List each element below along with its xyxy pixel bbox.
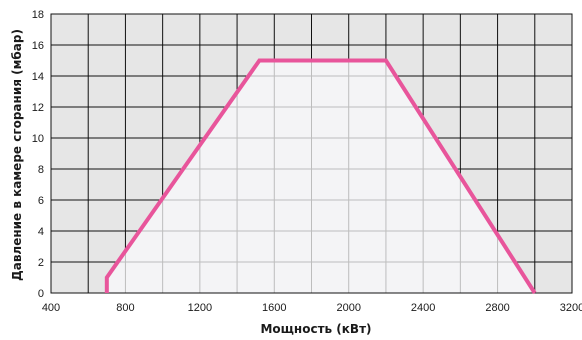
y-tick-label: 10: [32, 133, 44, 145]
y-tick-label: 18: [32, 9, 44, 21]
y-tick-labels: 0 2 4 6 8 10 12 14 16 18: [32, 9, 44, 300]
y-tick-label: 14: [32, 71, 44, 83]
y-tick-label: 6: [38, 195, 44, 207]
x-tick-labels: 400 800 1200 1600 2000 2400 2800 3200: [42, 302, 582, 314]
y-tick-label: 4: [38, 226, 44, 238]
y-tick-label: 0: [38, 288, 44, 300]
x-tick-label: 1600: [262, 302, 286, 314]
operating-range-line: [104, 58, 537, 295]
x-tick-label: 2800: [485, 302, 509, 314]
x-tick-label: 400: [42, 302, 60, 314]
x-tick-label: 2400: [411, 302, 435, 314]
y-tick-label: 16: [32, 40, 44, 52]
plot-border: [50, 13, 573, 294]
y-tick-label: 2: [38, 257, 44, 269]
x-tick-label: 1200: [188, 302, 212, 314]
x-tick-label: 3200: [560, 302, 582, 314]
y-axis-title: Давление в камере сгорания (мбар): [10, 29, 24, 281]
x-tick-label: 2000: [336, 302, 360, 314]
y-tick-label: 8: [38, 164, 44, 176]
operating-area-fill: [106, 60, 535, 293]
x-tick-label: 800: [116, 302, 134, 314]
y-tick-label: 12: [32, 102, 44, 114]
x-axis-title: Мощность (кВт): [260, 322, 371, 336]
